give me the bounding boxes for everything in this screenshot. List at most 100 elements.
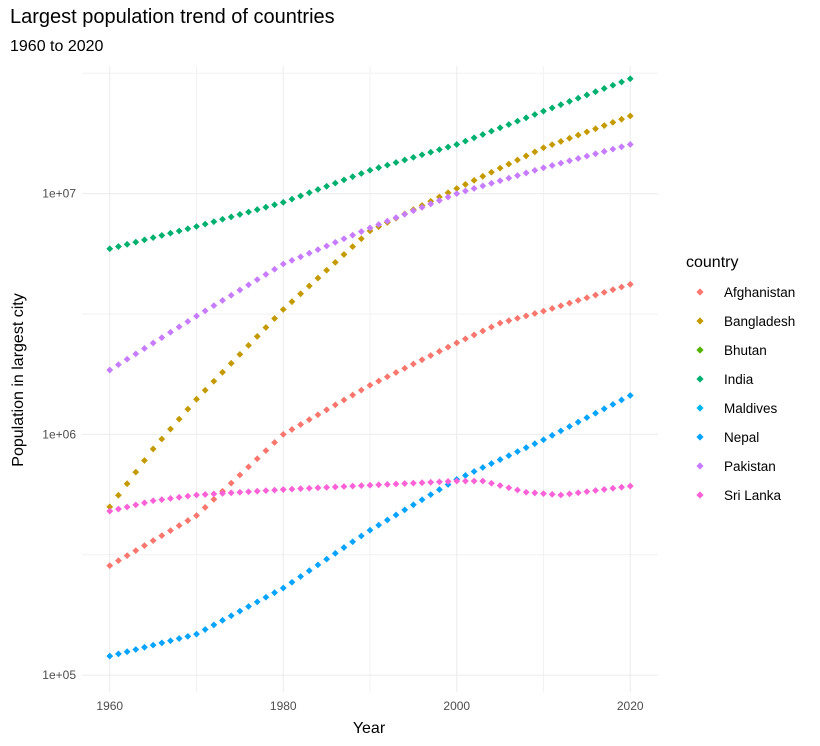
data-point [184,318,192,325]
data-point [123,355,131,363]
data-point [470,176,478,184]
data-point [574,131,582,139]
legend-item-label: Bhutan [724,343,767,358]
data-point [115,243,122,250]
data-point [123,240,131,248]
data-point [167,495,174,502]
data-point [531,111,539,118]
data-point [583,414,591,422]
data-point [583,294,591,302]
data-point [262,447,270,455]
data-point [392,511,400,519]
data-point [566,157,573,165]
data-point [366,381,374,389]
data-point [401,210,409,218]
data-point [375,377,383,385]
data-point [323,555,331,563]
data-point [106,245,114,253]
data-point [479,464,487,471]
data-point [123,552,131,560]
data-point [383,217,391,225]
data-point [505,160,513,168]
data-point [418,203,426,211]
data-point [383,161,391,169]
data-point [297,253,305,261]
data-point [149,234,157,242]
data-point [583,128,591,136]
data-point [574,94,582,102]
data-point [340,396,348,404]
data-point [574,489,582,497]
data-point [123,648,131,656]
y-tick-label: 1e+06 [42,427,76,441]
data-point [418,496,426,504]
data-point [106,652,114,660]
data-point [583,91,591,99]
data-point [444,143,452,151]
data-point [262,324,270,331]
data-point [219,368,226,376]
data-point [149,445,157,453]
data-point [600,486,608,493]
data-point [462,472,469,479]
data-point [470,477,478,485]
data-point [245,208,252,216]
data-point [409,360,417,368]
data-point [462,187,469,195]
data-point [106,507,114,515]
legend-key [696,288,704,296]
data-point [314,274,322,282]
data-point [158,334,166,342]
data-point [618,483,625,491]
legend-key [696,375,704,383]
data-point [201,220,209,228]
data-point [531,440,539,448]
data-point [141,236,148,244]
data-point [609,81,617,89]
data-point [132,350,140,358]
data-point [210,495,218,503]
data-point [522,444,530,452]
data-point [158,639,166,647]
data-point [435,347,443,355]
data-point [592,88,599,96]
data-point [271,265,278,273]
data-point [167,328,174,336]
data-point [453,477,461,485]
data-point [115,491,122,499]
data-point [453,185,461,192]
data-point [540,490,547,498]
data-point [305,189,313,197]
data-point [340,251,348,258]
data-point [418,479,426,487]
x-tick-label: 1960 [96,699,123,713]
data-point [210,490,218,498]
data-point [305,567,313,575]
data-point [132,501,140,509]
data-point [496,482,504,489]
data-point [219,297,226,304]
legend-item-label: Bangladesh [724,314,795,329]
data-point [566,134,573,142]
data-point [514,156,521,164]
data-point [279,584,287,592]
data-point [357,386,365,394]
data-point [401,480,409,487]
data-point [427,352,435,359]
legend-key [696,491,704,499]
data-point [488,323,495,331]
data-point [340,483,348,490]
data-point [141,457,148,464]
data-point [592,409,599,417]
data-point [566,299,573,307]
data-point [167,527,174,534]
data-point [106,562,114,570]
data-point [488,127,495,135]
data-point [297,290,305,298]
data-point [253,455,261,463]
data-point [210,302,218,310]
data-point [271,589,278,597]
data-point [618,115,625,123]
data-point [314,246,322,253]
data-point [175,522,183,529]
